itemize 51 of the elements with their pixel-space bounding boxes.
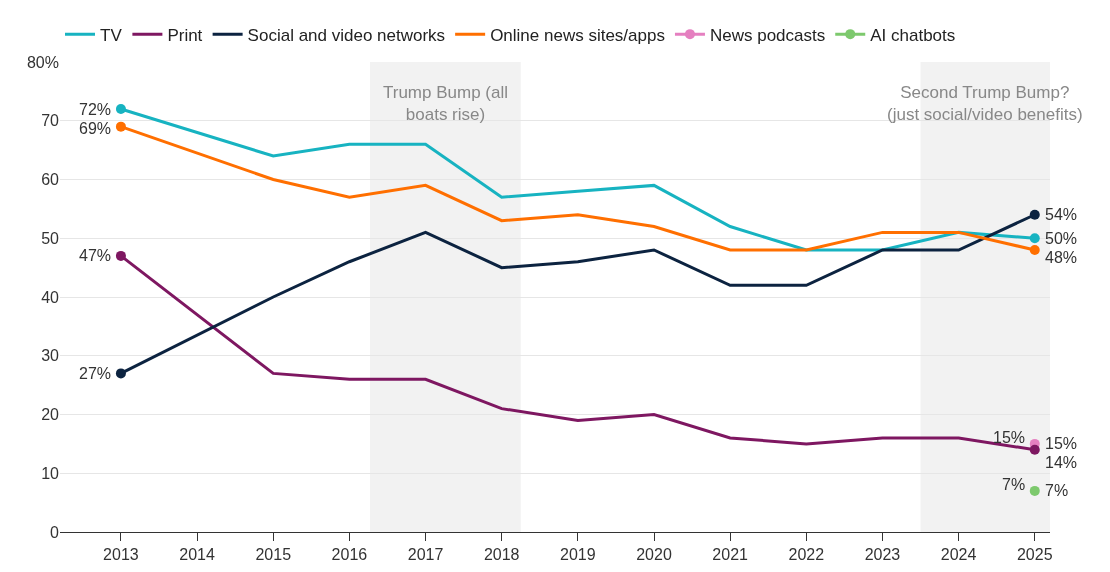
annotation: 7% bbox=[1002, 476, 1026, 493]
x-tick-label: 2015 bbox=[255, 546, 292, 564]
y-tick-label: 70 bbox=[41, 112, 60, 130]
x-tick-label: 2018 bbox=[483, 546, 520, 564]
point bbox=[1029, 444, 1040, 455]
data-label: 47% bbox=[79, 247, 112, 264]
y-tick-label: 50 bbox=[41, 229, 60, 247]
y-tick-label: 60 bbox=[41, 171, 60, 189]
x-tick-label: 2016 bbox=[331, 546, 368, 564]
point bbox=[115, 121, 126, 132]
point bbox=[115, 104, 126, 114]
point bbox=[115, 250, 126, 261]
y-tick-label: 10 bbox=[41, 464, 60, 482]
x-tick-label: 2019 bbox=[560, 546, 596, 564]
legend-label: Online news sites/apps bbox=[490, 25, 665, 45]
x-tick-label: 2017 bbox=[407, 546, 444, 564]
band-label: Trump Bump (all boats rise) bbox=[383, 83, 509, 125]
point bbox=[1029, 245, 1040, 255]
data-label: 72% bbox=[79, 101, 112, 118]
annotation: 15% bbox=[993, 429, 1026, 446]
point bbox=[1029, 233, 1040, 244]
data-label: 15% bbox=[1045, 435, 1078, 452]
band-label: Second Trump Bump? (just social/video benefits) bbox=[887, 83, 1083, 125]
legend-label: AI chatbots bbox=[870, 25, 956, 45]
y-tick-label: 30 bbox=[41, 347, 60, 365]
data-label: 48% bbox=[1045, 249, 1078, 266]
y-tick-label: 80% bbox=[26, 53, 59, 71]
data-label: 54% bbox=[1045, 206, 1078, 223]
point bbox=[1029, 209, 1040, 220]
x-tick-label: 2021 bbox=[712, 546, 749, 564]
x-tick-label: 2020 bbox=[636, 546, 672, 564]
legend-label: Social and video networks bbox=[247, 25, 446, 45]
point bbox=[1029, 485, 1040, 496]
legend-label: Print bbox=[167, 25, 203, 45]
point bbox=[115, 368, 126, 379]
y-tick-label: 0 bbox=[50, 523, 60, 541]
data-label: 7% bbox=[1045, 482, 1069, 499]
x-tick-label: 2023 bbox=[864, 546, 901, 564]
data-label: 27% bbox=[79, 365, 112, 382]
legend-label: News podcasts bbox=[709, 25, 826, 45]
x-tick-label: 2025 bbox=[1016, 546, 1053, 564]
data-label: 69% bbox=[79, 120, 112, 137]
x-tick-label: 2014 bbox=[179, 546, 215, 564]
x-tick-label: 2013 bbox=[103, 546, 139, 564]
x-tick-label: 2022 bbox=[788, 546, 825, 564]
x-tick-label: 2024 bbox=[940, 546, 977, 564]
y-tick-label: 20 bbox=[41, 406, 60, 424]
legend-label: TV bbox=[100, 25, 123, 45]
data-label: 50% bbox=[1045, 230, 1078, 247]
data-label: 14% bbox=[1045, 454, 1078, 471]
y-tick-label: 40 bbox=[41, 288, 60, 306]
